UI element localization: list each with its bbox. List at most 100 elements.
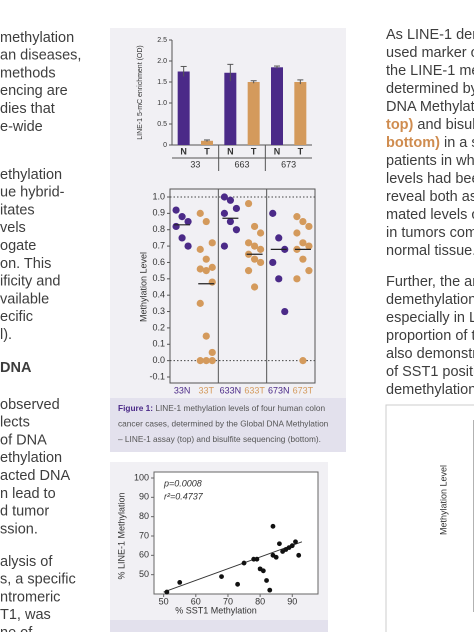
y-tick-label: 0.7 — [152, 240, 165, 250]
dot — [293, 275, 301, 283]
text-line: of SST1 positiv — [386, 364, 474, 380]
dot — [250, 283, 259, 291]
text-line: of DNA — [0, 432, 47, 448]
x-tick-label: 33T — [198, 385, 214, 395]
text-line: demethylation — [386, 382, 474, 398]
y-tick-label: 0.8 — [152, 224, 165, 234]
x-tick-label: 673T — [293, 385, 314, 395]
text-line: ificity and — [0, 274, 60, 290]
dot — [275, 234, 283, 242]
point — [177, 580, 183, 585]
text-line: ogate — [0, 238, 36, 254]
x-tick-label: T — [251, 146, 257, 156]
y-tick-label: 0.3 — [152, 306, 165, 316]
dot — [226, 217, 235, 226]
dot — [299, 239, 307, 247]
text-line: ssion. — [0, 521, 38, 537]
dot — [256, 245, 265, 253]
dot — [202, 332, 210, 340]
text-line: ethylation — [0, 167, 62, 183]
text-line: s, a specific — [0, 572, 76, 588]
text-line: methylation — [0, 30, 74, 46]
text-line: proportion of t — [386, 328, 474, 344]
group-label: 663 — [234, 159, 249, 169]
heading: DNA — [0, 360, 32, 376]
dot — [220, 193, 229, 201]
x-tick-label: 673N — [268, 385, 290, 395]
group-label: 33 — [190, 159, 200, 169]
text-line: observed — [0, 397, 60, 413]
text-span: LINE-1 methylation levels of four human … — [153, 403, 325, 413]
annotation: r²=0.4737 — [164, 491, 204, 501]
y-axis-label: % LINE-1 Methylation — [116, 492, 126, 579]
dot — [172, 206, 180, 214]
bar — [294, 82, 307, 145]
x-tick-label: N — [274, 146, 281, 156]
text-line: n lead to — [0, 486, 56, 502]
y-tick-label: 1.5 — [157, 79, 167, 86]
text-line: reveal both ass — [386, 189, 474, 205]
dot — [208, 278, 216, 286]
x-tick-label: 60 — [191, 596, 201, 606]
text-line: ntromeric — [0, 589, 60, 605]
figure2-panel — [385, 404, 474, 632]
dot — [196, 357, 204, 365]
x-tick-label: T — [204, 146, 210, 156]
point — [164, 589, 170, 595]
y-tick-label: 0.5 — [157, 121, 167, 128]
dot — [275, 275, 283, 283]
y-tick-label: 80 — [139, 511, 149, 521]
plot-frame — [153, 471, 319, 595]
dot — [202, 255, 210, 263]
dot — [305, 222, 313, 231]
x-tick-label: 50 — [159, 596, 169, 606]
bar — [201, 140, 213, 145]
text-line: ne of — [0, 625, 33, 632]
dot — [244, 199, 253, 208]
x-tick-label: 633T — [244, 385, 265, 395]
point — [273, 554, 279, 560]
point — [260, 568, 266, 574]
dot — [202, 357, 210, 365]
text-line: – LINE-1 assay (top) and bisulfite seque… — [118, 434, 321, 444]
dot — [305, 267, 313, 275]
dot — [250, 255, 259, 263]
text-line: vailable — [0, 291, 49, 307]
text-line: normal tissue. — [386, 243, 474, 259]
dot — [299, 255, 307, 263]
point — [296, 552, 302, 558]
text-line: patients in whi — [386, 153, 474, 169]
point — [293, 539, 298, 545]
y-tick-label: 0.6 — [152, 257, 165, 267]
dot — [196, 209, 204, 217]
x-tick-label: N — [180, 146, 187, 156]
text-line: alysis of — [0, 554, 53, 570]
dot — [299, 357, 307, 365]
y-tick-label: 90 — [139, 492, 149, 502]
point — [264, 578, 269, 583]
dot — [208, 357, 216, 365]
text-line: ethylation — [0, 450, 62, 466]
dot — [202, 217, 210, 226]
point — [289, 543, 295, 549]
x-tick-label: 70 — [223, 596, 233, 606]
x-tick-label: 33N — [174, 385, 191, 395]
y-axis-label: LINE-1 5-mC enrichment (OD) — [137, 45, 144, 140]
dot — [196, 299, 204, 307]
text-line: encing are — [0, 83, 68, 99]
dot — [256, 258, 265, 267]
y-tick-label: 1.0 — [157, 100, 167, 107]
dot — [184, 217, 192, 226]
text-line: vels — [0, 220, 26, 236]
y-tick-label: 100 — [134, 472, 149, 482]
dot — [269, 209, 277, 217]
plot-frame — [169, 188, 316, 384]
text-line: Figure 1: LINE-1 methylation levels of f… — [118, 403, 325, 413]
text-span: top) — [386, 117, 414, 133]
text-line: l). — [0, 327, 12, 343]
dot — [250, 222, 259, 231]
text-line: Further, the an — [386, 274, 474, 290]
dot — [281, 307, 289, 316]
y-tick-label: 60 — [139, 550, 149, 560]
